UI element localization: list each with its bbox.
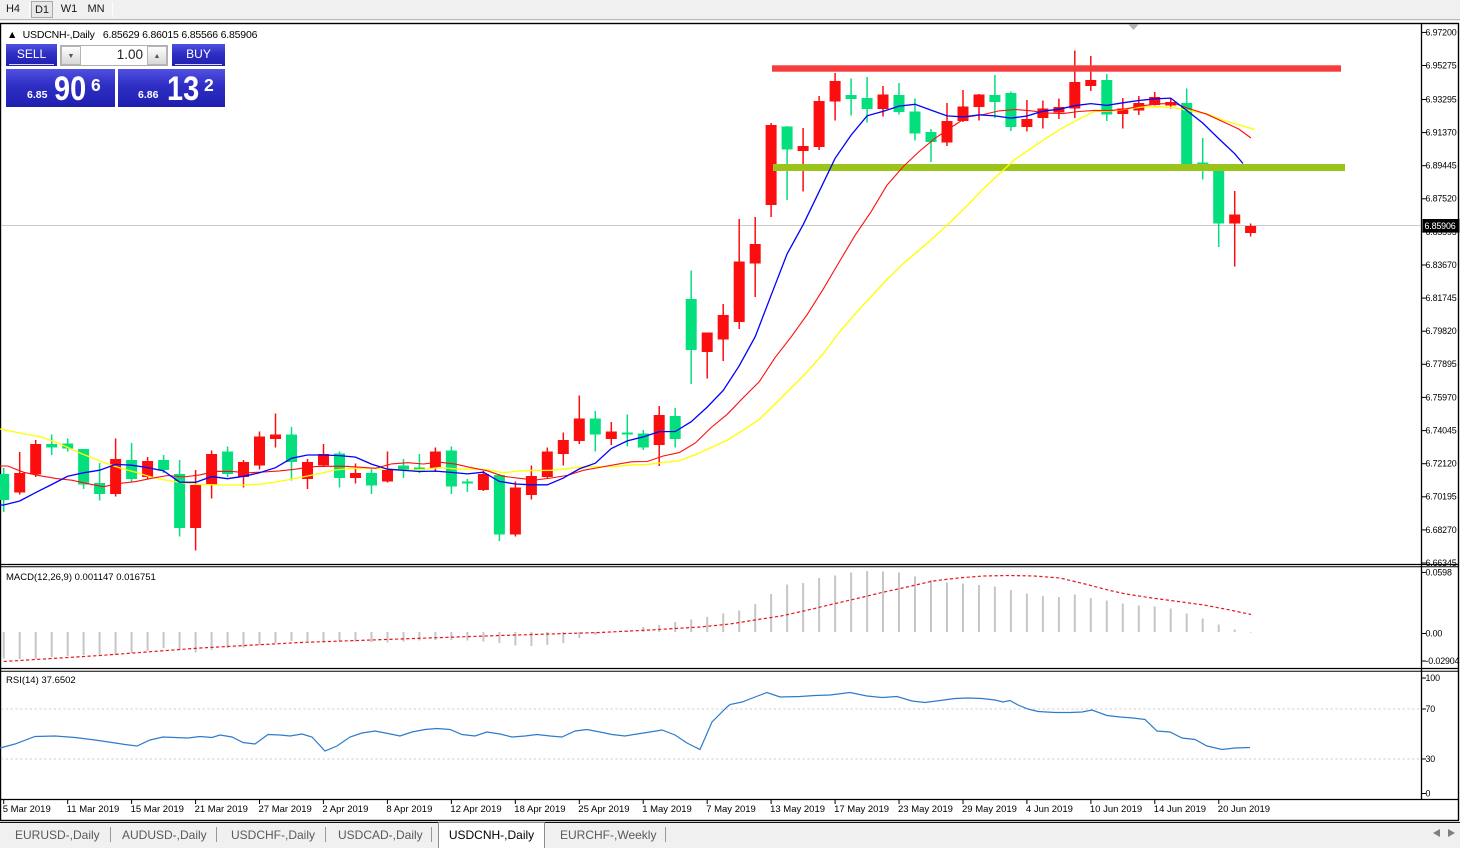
svg-text:13 May 2019: 13 May 2019: [770, 804, 825, 815]
svg-text:12 Apr 2019: 12 Apr 2019: [450, 804, 501, 815]
svg-text:20 Jun 2019: 20 Jun 2019: [1218, 804, 1270, 815]
svg-text:7 May 2019: 7 May 2019: [706, 804, 756, 815]
svg-text:6.79820: 6.79820: [1426, 326, 1457, 336]
svg-text:6.91370: 6.91370: [1426, 128, 1457, 138]
svg-text:4 Jun 2019: 4 Jun 2019: [1026, 804, 1073, 815]
svg-text:6.72120: 6.72120: [1426, 459, 1457, 469]
svg-text:6.95275: 6.95275: [1426, 60, 1457, 70]
svg-text:6.75970: 6.75970: [1426, 392, 1457, 402]
svg-text:23 May 2019: 23 May 2019: [898, 804, 953, 815]
svg-text:21 Mar 2019: 21 Mar 2019: [195, 804, 248, 815]
svg-text:RSI(14) 37.6502: RSI(14) 37.6502: [6, 675, 76, 686]
svg-text:14 Jun 2019: 14 Jun 2019: [1154, 804, 1206, 815]
svg-text:0: 0: [1426, 788, 1431, 798]
svg-text:5 Mar 2019: 5 Mar 2019: [3, 804, 51, 815]
svg-text:70: 70: [1426, 704, 1436, 714]
svg-text:2 Apr 2019: 2 Apr 2019: [322, 804, 368, 815]
svg-text:1 May 2019: 1 May 2019: [642, 804, 692, 815]
svg-text:30: 30: [1426, 754, 1436, 764]
svg-text:-0.02904: -0.02904: [1426, 656, 1460, 666]
svg-text:6.87520: 6.87520: [1426, 194, 1457, 204]
svg-text:6.85906: 6.85906: [1425, 221, 1456, 231]
svg-text:18 Apr 2019: 18 Apr 2019: [514, 804, 565, 815]
svg-text:6.66345: 6.66345: [1426, 558, 1457, 568]
svg-text:11 Mar 2019: 11 Mar 2019: [67, 804, 120, 815]
svg-text:27 Mar 2019: 27 Mar 2019: [259, 804, 312, 815]
svg-text:8 Apr 2019: 8 Apr 2019: [386, 804, 432, 815]
svg-text:6.70195: 6.70195: [1426, 492, 1457, 502]
svg-text:10 Jun 2019: 10 Jun 2019: [1090, 804, 1142, 815]
svg-text:6.81745: 6.81745: [1426, 293, 1457, 303]
svg-text:100: 100: [1426, 673, 1441, 683]
svg-text:6.77895: 6.77895: [1426, 359, 1457, 369]
svg-text:MACD(12,26,9) 0.001147 0.01675: MACD(12,26,9) 0.001147 0.016751: [6, 572, 156, 583]
svg-text:6.97200: 6.97200: [1426, 27, 1457, 37]
svg-text:25 Apr 2019: 25 Apr 2019: [578, 804, 629, 815]
svg-text:6.68270: 6.68270: [1426, 525, 1457, 535]
svg-text:17 May 2019: 17 May 2019: [834, 804, 889, 815]
svg-text:6.83670: 6.83670: [1426, 260, 1457, 270]
svg-text:0.00: 0.00: [1426, 628, 1443, 638]
svg-text:6.74045: 6.74045: [1426, 426, 1457, 436]
svg-text:15 Mar 2019: 15 Mar 2019: [131, 804, 184, 815]
svg-text:29 May 2019: 29 May 2019: [962, 804, 1017, 815]
svg-text:6.89445: 6.89445: [1426, 161, 1457, 171]
svg-text:0.0598: 0.0598: [1426, 567, 1452, 577]
svg-text:6.93295: 6.93295: [1426, 94, 1457, 104]
